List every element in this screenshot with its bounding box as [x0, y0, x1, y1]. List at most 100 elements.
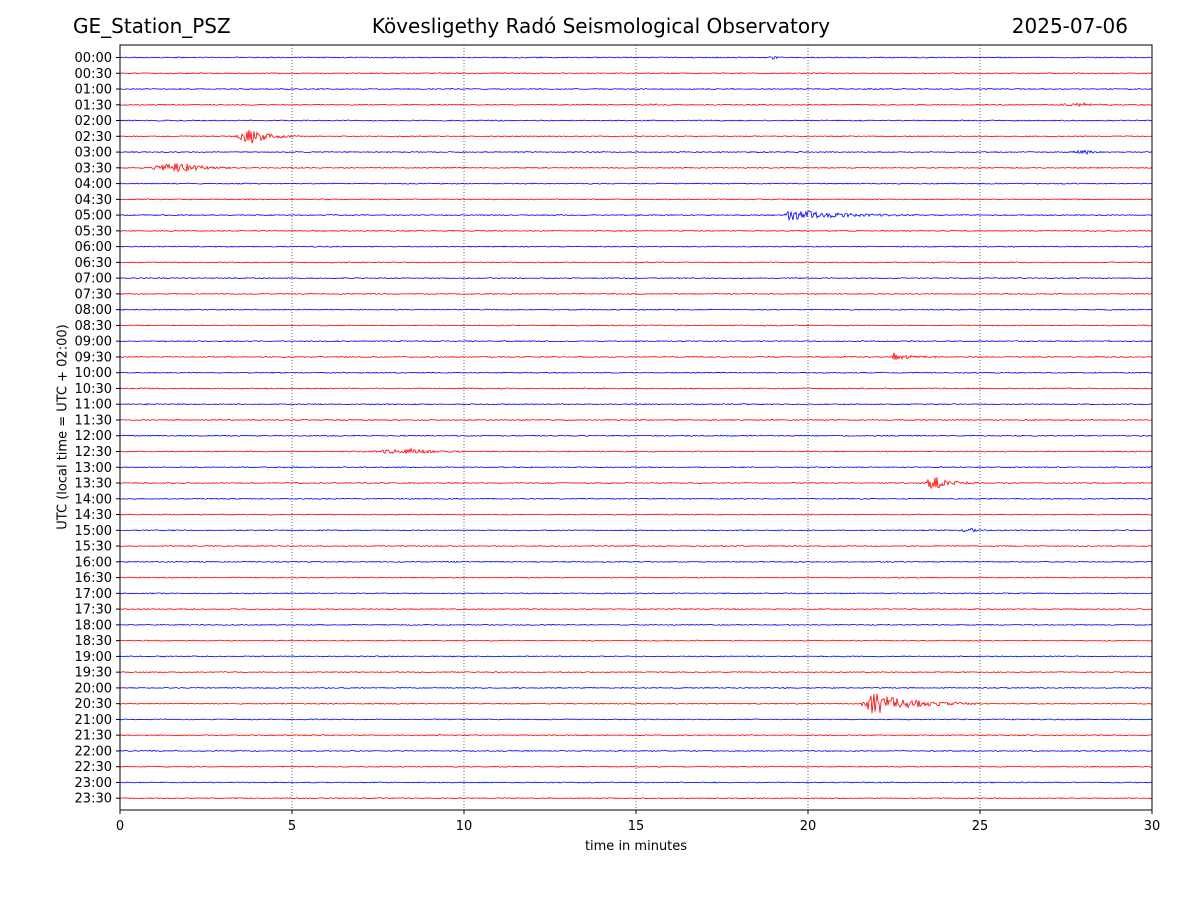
- y-tick-label: 21:00: [75, 713, 112, 728]
- trace-0230: [119, 129, 1153, 144]
- y-axis-label: UTC (local time = UTC + 02:00): [56, 324, 71, 529]
- trace-0930: [119, 352, 1153, 361]
- trace-0000: [119, 56, 1153, 60]
- y-tick-label: 13:00: [75, 461, 112, 476]
- trace-0100: [119, 87, 1153, 91]
- trace-0830: [119, 324, 1153, 327]
- y-tick-label: 14:00: [75, 492, 112, 507]
- y-tick-label: 04:30: [75, 193, 112, 208]
- trace-1330: [119, 477, 1153, 490]
- trace-1830: [119, 639, 1153, 642]
- trace-2130: [119, 734, 1153, 737]
- trace-1600: [119, 560, 1153, 563]
- y-tick-label: 14:30: [75, 508, 112, 523]
- y-tick-label: 03:00: [75, 146, 112, 161]
- seismic-traces: [119, 56, 1153, 800]
- trace-0500: [119, 210, 1153, 222]
- x-tick-label: 10: [456, 819, 473, 834]
- y-tick-label: 17:00: [75, 587, 112, 602]
- y-tick-label: 07:00: [75, 272, 112, 287]
- station-name: GE_Station_PSZ: [73, 14, 231, 38]
- y-tick-label: 09:00: [75, 335, 112, 350]
- trace-1700: [119, 592, 1153, 595]
- x-tick-label: 5: [288, 819, 296, 834]
- y-tick-label: 19:00: [75, 650, 112, 665]
- y-tick-label: 18:00: [75, 618, 112, 633]
- trace-0030: [119, 72, 1153, 75]
- chart-date: 2025-07-06: [1011, 14, 1128, 38]
- x-tick-label: 15: [628, 819, 645, 834]
- trace-0730: [119, 292, 1153, 295]
- x-tick-label: 30: [1144, 819, 1161, 834]
- y-tick-label: 01:00: [75, 83, 112, 98]
- y-tick-label: 21:30: [75, 729, 112, 744]
- y-tick-label: 08:30: [75, 319, 112, 334]
- trace-1230: [119, 447, 1153, 455]
- y-tick-label: 23:30: [75, 792, 112, 807]
- trace-0600: [119, 245, 1153, 248]
- y-tick-label: 22:00: [75, 744, 112, 759]
- trace-1730: [120, 608, 1153, 611]
- trace-0700: [119, 277, 1153, 280]
- trace-0630: [119, 261, 1153, 264]
- y-tick-label: 02:00: [75, 114, 112, 129]
- trace-0130: [119, 101, 1153, 108]
- y-tick-label: 17:30: [75, 603, 112, 618]
- trace-2200: [119, 749, 1153, 753]
- y-tick-label: 10:30: [75, 382, 112, 397]
- y-tick-label: 15:30: [75, 540, 112, 555]
- y-tick-label: 11:00: [75, 398, 112, 413]
- y-tick-label: 12:00: [75, 429, 112, 444]
- trace-1900: [119, 655, 1153, 658]
- y-tick-label: 01:30: [75, 98, 112, 113]
- trace-0430: [119, 198, 1153, 201]
- y-tick-label: 22:30: [75, 760, 112, 775]
- y-tick-label: 02:30: [75, 130, 112, 145]
- y-tick-label: 04:00: [75, 177, 112, 192]
- trace-2330: [119, 797, 1153, 800]
- trace-0900: [119, 340, 1153, 343]
- y-tick-label: 10:00: [75, 366, 112, 381]
- trace-1930: [119, 671, 1153, 674]
- trace-2000: [119, 686, 1153, 689]
- y-tick-label: 07:30: [75, 287, 112, 302]
- trace-0400: [119, 182, 1153, 185]
- trace-1000: [119, 371, 1153, 374]
- trace-0300: [119, 149, 1153, 155]
- y-tick-label: 05:30: [75, 224, 112, 239]
- trace-0330: [119, 163, 1153, 173]
- y-tick-label: 12:30: [75, 445, 112, 460]
- y-tick-label: 06:00: [75, 240, 112, 255]
- y-tick-label: 08:00: [75, 303, 112, 318]
- trace-2230: [119, 765, 1153, 768]
- x-tick-label: 20: [800, 819, 817, 834]
- trace-1400: [119, 497, 1153, 500]
- trace-2300: [119, 781, 1153, 784]
- y-tick-label: 20:30: [75, 697, 112, 712]
- trace-0800: [119, 308, 1153, 311]
- trace-1630: [119, 576, 1153, 579]
- y-axis-ticks: 00:0000:3001:0001:3002:0002:3003:0003:30…: [75, 51, 120, 807]
- y-tick-label: 09:30: [75, 350, 112, 365]
- trace-1300: [119, 466, 1153, 469]
- trace-1800: [119, 623, 1153, 626]
- trace-0530: [119, 229, 1153, 232]
- y-tick-label: 18:30: [75, 634, 112, 649]
- y-tick-label: 16:00: [75, 555, 112, 570]
- x-tick-label: 0: [116, 819, 124, 834]
- x-axis-label: time in minutes: [585, 839, 687, 854]
- trace-1100: [119, 403, 1153, 406]
- trace-1430: [119, 513, 1153, 516]
- trace-2100: [119, 718, 1153, 721]
- y-tick-label: 06:30: [75, 256, 112, 271]
- trace-1500: [119, 528, 1153, 533]
- x-tick-label: 25: [972, 819, 989, 834]
- y-tick-label: 03:30: [75, 161, 112, 176]
- trace-1130: [119, 418, 1153, 422]
- y-tick-label: 13:30: [75, 477, 112, 492]
- y-tick-label: 05:00: [75, 209, 112, 224]
- trace-0200: [119, 119, 1153, 122]
- y-tick-label: 23:00: [75, 776, 112, 791]
- y-tick-label: 11:30: [75, 413, 112, 428]
